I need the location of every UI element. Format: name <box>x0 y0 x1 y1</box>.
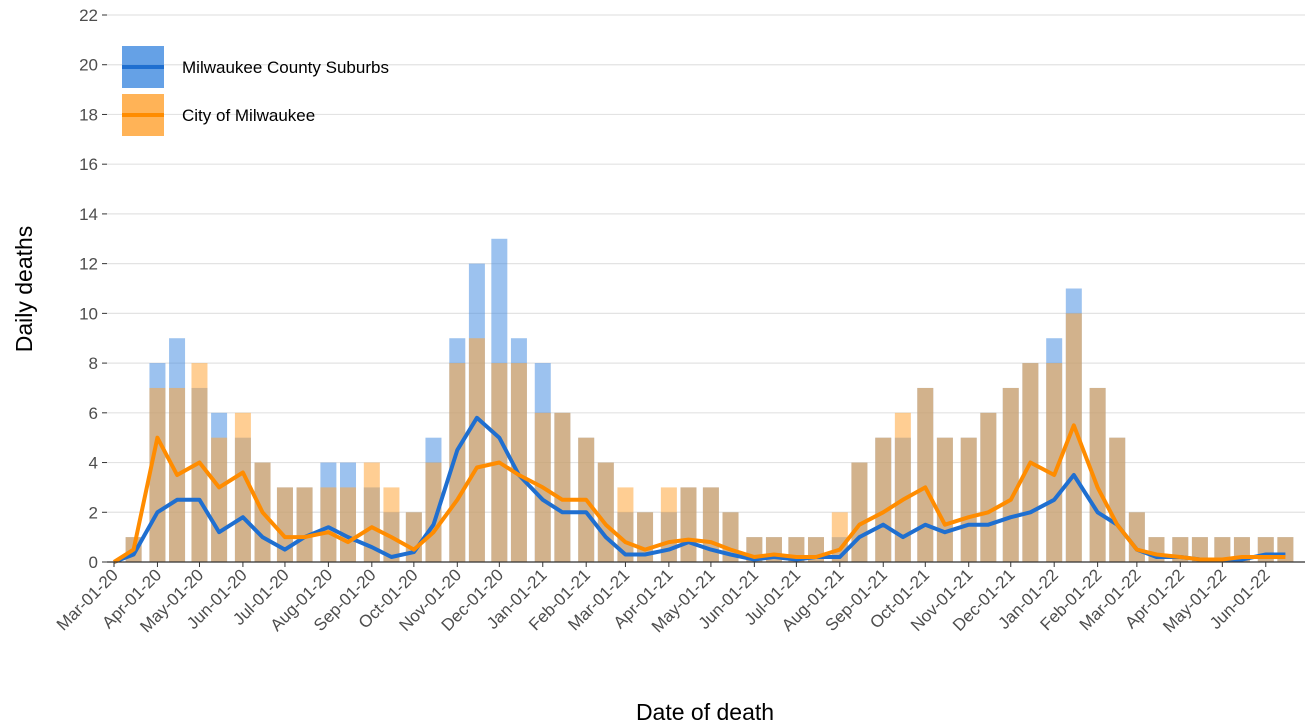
bar <box>276 487 293 562</box>
line <box>112 423 1286 564</box>
bar <box>320 487 337 562</box>
bar <box>1191 537 1208 562</box>
bar <box>1089 387 1106 562</box>
bar <box>917 387 934 562</box>
y-tick-label: 18 <box>79 105 98 124</box>
bar <box>960 437 977 562</box>
bar <box>1065 313 1082 562</box>
y-tick-label: 8 <box>89 354 98 373</box>
bar <box>296 487 313 562</box>
y-tick-label: 16 <box>79 155 98 174</box>
bar <box>1128 512 1145 562</box>
y-tick-label: 14 <box>79 205 98 224</box>
y-tick-label: 10 <box>79 304 98 323</box>
y-axis-title: Daily deaths <box>11 226 37 353</box>
bar <box>363 462 380 562</box>
bar <box>894 412 911 562</box>
x-axis-title: Date of death <box>636 699 774 725</box>
bar <box>936 437 953 562</box>
y-tick-label: 2 <box>89 503 98 522</box>
bar <box>1214 537 1231 562</box>
bar <box>383 487 400 562</box>
bar <box>449 363 466 562</box>
bar <box>680 487 697 562</box>
bar <box>468 338 485 562</box>
bar <box>510 363 527 562</box>
bar <box>980 412 997 562</box>
bar <box>340 487 357 562</box>
y-tick-label: 22 <box>79 6 98 25</box>
bar <box>875 437 892 562</box>
bar <box>211 437 228 562</box>
bar <box>597 462 614 562</box>
bar <box>1002 387 1019 562</box>
legend-label: Milwaukee County Suburbs <box>182 58 389 77</box>
y-tick-label: 20 <box>79 56 98 75</box>
y-tick-label: 12 <box>79 255 98 274</box>
legend-label: City of Milwaukee <box>182 106 315 125</box>
bar <box>149 387 166 562</box>
bar <box>1046 363 1063 562</box>
bar <box>234 412 251 562</box>
y-tick-label: 6 <box>89 404 98 423</box>
y-tick-label: 4 <box>89 454 98 473</box>
bar <box>554 412 571 562</box>
bar <box>1109 437 1126 562</box>
bar <box>851 462 868 562</box>
y-tick-label: 0 <box>89 553 98 572</box>
